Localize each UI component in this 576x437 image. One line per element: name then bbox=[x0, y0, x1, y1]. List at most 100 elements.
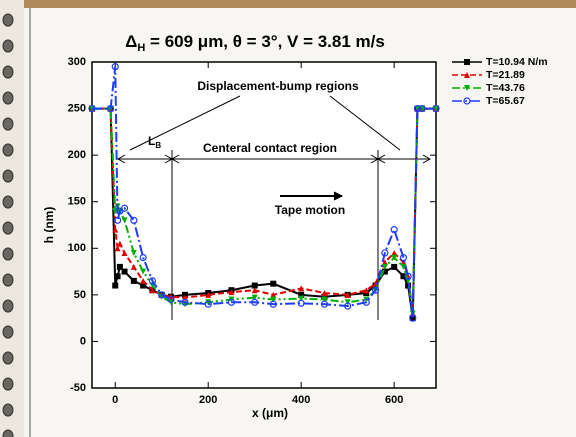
marker bbox=[400, 259, 407, 266]
marker bbox=[270, 280, 277, 287]
marker bbox=[432, 104, 440, 113]
marker bbox=[381, 249, 389, 257]
ring bbox=[2, 195, 14, 209]
marker bbox=[205, 291, 212, 298]
x-tick-label: 600 bbox=[385, 394, 403, 406]
marker bbox=[409, 315, 416, 322]
ring bbox=[2, 117, 14, 131]
top-border bbox=[0, 0, 576, 8]
ring bbox=[2, 403, 14, 417]
marker bbox=[181, 298, 189, 306]
marker bbox=[204, 300, 212, 308]
annotation-sub: B bbox=[155, 141, 161, 150]
y-tick-label: 300 bbox=[68, 56, 86, 68]
chart-title: ΔH = 609 μm, θ = 3°, V = 3.81 m/s bbox=[125, 32, 385, 53]
y-tick-label: 0 bbox=[80, 335, 86, 347]
y-tick-label: 250 bbox=[68, 102, 86, 114]
x-tick-label: 0 bbox=[112, 394, 118, 406]
marker bbox=[251, 287, 258, 294]
marker bbox=[391, 254, 398, 261]
annotation: Tape motion bbox=[275, 203, 345, 217]
marker bbox=[321, 296, 328, 303]
marker bbox=[113, 216, 122, 224]
marker bbox=[405, 282, 412, 289]
marker bbox=[140, 268, 147, 275]
marker bbox=[114, 245, 121, 252]
marker bbox=[381, 259, 388, 266]
marker bbox=[270, 291, 277, 298]
marker bbox=[404, 272, 412, 280]
marker bbox=[121, 217, 128, 224]
marker bbox=[320, 300, 329, 308]
marker bbox=[251, 282, 258, 289]
marker bbox=[344, 302, 352, 310]
marker bbox=[433, 105, 439, 112]
marker bbox=[399, 254, 408, 262]
marker bbox=[413, 104, 422, 113]
ring bbox=[2, 13, 14, 27]
marker bbox=[112, 226, 119, 233]
marker bbox=[139, 254, 147, 262]
series-line bbox=[92, 66, 436, 319]
marker bbox=[298, 285, 305, 292]
marker bbox=[148, 277, 157, 285]
marker bbox=[251, 298, 259, 306]
x-axis-label: x (μm) bbox=[252, 406, 288, 420]
annotation-part: L bbox=[148, 134, 155, 148]
marker bbox=[344, 299, 351, 306]
annotation-arrows bbox=[116, 95, 432, 320]
marker bbox=[391, 249, 398, 256]
legend-label: T=43.76 bbox=[486, 82, 525, 94]
y-tick-label: 50 bbox=[74, 289, 86, 301]
ring bbox=[2, 273, 14, 287]
marker bbox=[297, 299, 305, 307]
marker bbox=[106, 104, 115, 113]
legend-marker bbox=[464, 59, 470, 65]
ring bbox=[2, 39, 14, 53]
marker bbox=[409, 314, 417, 322]
marker bbox=[88, 104, 96, 113]
legend-marker bbox=[464, 72, 470, 78]
ring bbox=[2, 247, 14, 261]
marker bbox=[391, 263, 398, 270]
ring bbox=[2, 91, 14, 105]
marker bbox=[111, 63, 119, 71]
marker bbox=[114, 273, 121, 280]
marker bbox=[418, 104, 426, 113]
annotation: Centeral contact region bbox=[203, 141, 337, 155]
marker bbox=[270, 296, 277, 303]
x-tick-label: 200 bbox=[199, 394, 217, 406]
marker bbox=[362, 298, 370, 306]
marker bbox=[269, 300, 277, 308]
marker bbox=[130, 216, 138, 224]
marker bbox=[121, 268, 128, 275]
marker bbox=[344, 291, 351, 298]
y-tick-label: 150 bbox=[68, 196, 86, 208]
title-sub: H bbox=[137, 42, 145, 54]
marker bbox=[371, 286, 380, 294]
legend-marker bbox=[464, 85, 470, 91]
marker bbox=[140, 277, 147, 284]
y-tick-label: 200 bbox=[68, 149, 86, 161]
marker bbox=[321, 289, 328, 296]
binding-strip bbox=[0, 0, 24, 437]
y-tick-label: 100 bbox=[68, 242, 86, 254]
marker bbox=[158, 291, 166, 299]
annotation: Displacement-bump regions bbox=[197, 79, 359, 93]
marker bbox=[167, 295, 175, 304]
annotation: LB bbox=[148, 134, 161, 150]
marker bbox=[227, 298, 236, 306]
marker bbox=[121, 249, 128, 256]
marker bbox=[363, 287, 370, 294]
legend-label: T=21.89 bbox=[486, 69, 525, 81]
marker bbox=[120, 204, 129, 212]
marker bbox=[130, 249, 137, 256]
marker bbox=[298, 291, 305, 298]
title-part: = 609 μm, θ = 3°, V = 3.81 m/s bbox=[145, 32, 385, 51]
ring bbox=[2, 169, 14, 183]
marker bbox=[130, 263, 137, 270]
ring bbox=[2, 221, 14, 235]
marker bbox=[116, 263, 123, 270]
title-part: Δ bbox=[125, 32, 137, 51]
